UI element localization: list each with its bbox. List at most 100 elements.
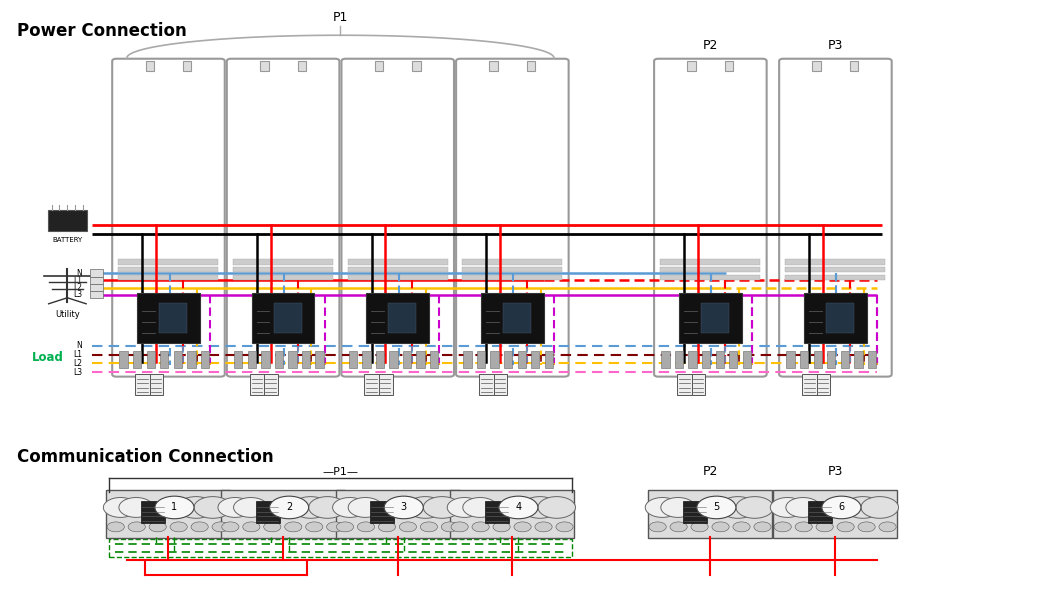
- Text: Load: Load: [32, 351, 63, 364]
- Bar: [248, 351, 256, 368]
- FancyBboxPatch shape: [648, 490, 772, 538]
- Bar: [376, 351, 384, 368]
- Bar: [464, 351, 472, 368]
- Circle shape: [308, 496, 346, 518]
- Circle shape: [538, 496, 576, 518]
- Circle shape: [243, 522, 260, 532]
- Circle shape: [649, 522, 666, 532]
- Bar: [813, 351, 822, 368]
- Bar: [161, 351, 169, 368]
- Bar: [463, 267, 563, 272]
- Bar: [183, 61, 191, 70]
- Circle shape: [348, 498, 382, 517]
- Bar: [375, 61, 383, 70]
- Text: 2: 2: [286, 503, 293, 513]
- Bar: [430, 351, 438, 368]
- Bar: [660, 259, 760, 265]
- Text: Power Connection: Power Connection: [17, 22, 187, 40]
- Bar: [416, 351, 425, 368]
- Circle shape: [128, 522, 146, 532]
- Bar: [729, 351, 737, 368]
- Text: N: N: [76, 341, 82, 351]
- Circle shape: [498, 496, 538, 519]
- Bar: [517, 351, 526, 368]
- Bar: [683, 501, 706, 523]
- Text: Communication Connection: Communication Connection: [17, 448, 274, 466]
- Circle shape: [448, 498, 482, 517]
- Circle shape: [857, 522, 875, 532]
- Bar: [716, 351, 724, 368]
- Bar: [146, 61, 154, 70]
- Circle shape: [879, 522, 897, 532]
- FancyBboxPatch shape: [336, 490, 459, 538]
- Circle shape: [670, 522, 687, 532]
- FancyBboxPatch shape: [107, 490, 230, 538]
- Bar: [347, 275, 448, 280]
- Circle shape: [770, 498, 805, 517]
- Bar: [147, 351, 155, 368]
- Bar: [786, 275, 885, 280]
- Circle shape: [754, 522, 771, 532]
- Circle shape: [384, 496, 423, 519]
- FancyBboxPatch shape: [112, 59, 225, 376]
- Bar: [233, 259, 333, 265]
- Bar: [274, 303, 302, 333]
- Bar: [233, 275, 333, 280]
- Bar: [110, 539, 571, 557]
- FancyBboxPatch shape: [654, 59, 767, 376]
- Bar: [679, 293, 741, 343]
- Circle shape: [451, 522, 468, 532]
- Bar: [527, 61, 535, 70]
- Text: P2: P2: [702, 466, 718, 479]
- Bar: [371, 501, 394, 523]
- Bar: [808, 501, 832, 523]
- FancyBboxPatch shape: [773, 490, 898, 538]
- Bar: [479, 374, 493, 395]
- Circle shape: [337, 522, 354, 532]
- Text: Utility: Utility: [55, 310, 80, 319]
- Circle shape: [305, 522, 323, 532]
- Circle shape: [423, 496, 460, 518]
- Circle shape: [441, 522, 458, 532]
- Bar: [854, 351, 863, 368]
- FancyBboxPatch shape: [779, 59, 891, 376]
- Bar: [786, 259, 885, 265]
- Bar: [803, 374, 816, 395]
- Bar: [504, 351, 512, 368]
- Circle shape: [399, 522, 416, 532]
- Bar: [868, 351, 876, 368]
- Circle shape: [514, 522, 531, 532]
- Bar: [149, 374, 164, 395]
- Bar: [691, 374, 705, 395]
- Bar: [233, 267, 333, 272]
- Bar: [364, 374, 379, 395]
- Circle shape: [795, 522, 812, 532]
- Bar: [661, 351, 670, 368]
- Bar: [689, 351, 697, 368]
- Text: 1: 1: [171, 503, 177, 513]
- Bar: [118, 267, 219, 272]
- Text: 5: 5: [713, 503, 719, 513]
- Circle shape: [691, 522, 709, 532]
- Bar: [366, 293, 429, 343]
- Bar: [91, 284, 102, 291]
- Bar: [660, 275, 760, 280]
- Text: —P1—: —P1—: [322, 466, 358, 477]
- Circle shape: [212, 522, 229, 532]
- FancyBboxPatch shape: [341, 59, 454, 376]
- Bar: [827, 351, 835, 368]
- Circle shape: [407, 496, 445, 518]
- Bar: [187, 351, 195, 368]
- Bar: [201, 351, 209, 368]
- Bar: [725, 61, 733, 70]
- Circle shape: [218, 498, 252, 517]
- Bar: [403, 351, 411, 368]
- Bar: [463, 259, 563, 265]
- Circle shape: [712, 522, 729, 532]
- Circle shape: [149, 522, 166, 532]
- Circle shape: [326, 522, 344, 532]
- Bar: [347, 267, 448, 272]
- Bar: [805, 293, 867, 343]
- Circle shape: [420, 522, 437, 532]
- Bar: [173, 351, 182, 368]
